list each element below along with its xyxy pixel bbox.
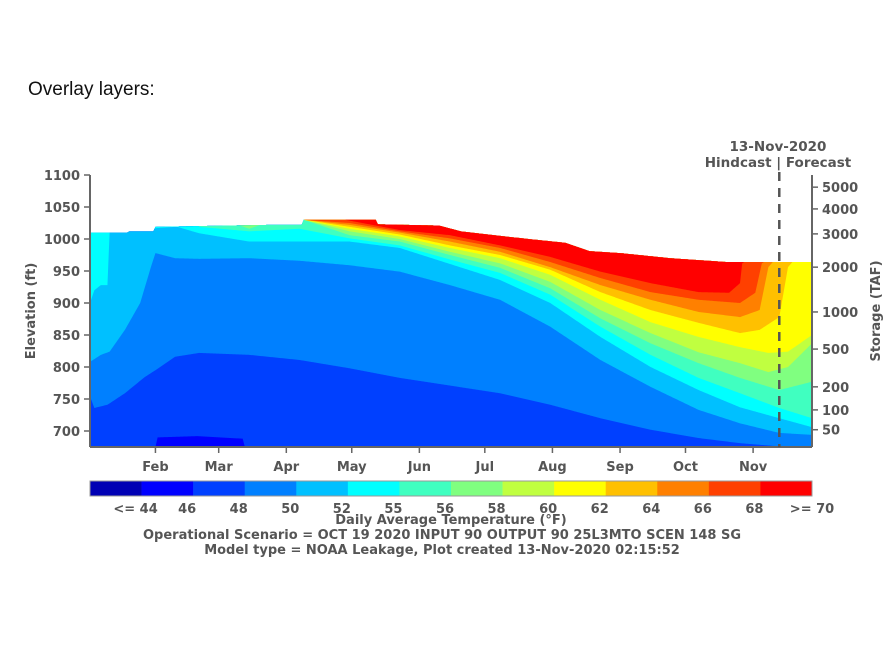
colorbar-label: 46: [178, 502, 196, 517]
colorbar-swatch: [760, 481, 813, 496]
colorbar-label: 66: [694, 502, 712, 517]
y-tick-label: 1000: [44, 233, 80, 248]
colorbar-swatch: [399, 481, 452, 496]
hindcast-forecast-label: Hindcast | Forecast: [705, 155, 852, 171]
colorbar-swatch: [193, 481, 246, 496]
colorbar-swatch: [141, 481, 194, 496]
x-tick-label: Oct: [673, 460, 698, 475]
storage-tick-label: 5000: [822, 181, 858, 196]
colorbar-label: 56: [436, 502, 454, 517]
colorbar-label: 58: [488, 502, 506, 517]
axes: 700 750 800 850 900 950 1000 1050 1100 5000 4000 30…: [44, 169, 858, 475]
colorbar-title: Daily Average Temperature (°F): [335, 513, 567, 528]
storage-tick-label: 3000: [822, 228, 858, 243]
y-tick-label: 900: [53, 297, 80, 312]
colorbar-swatch: [347, 481, 400, 496]
colorbar-swatch: [451, 481, 503, 496]
colorbar-swatch: [708, 481, 761, 496]
colorbar-swatch: [657, 481, 710, 496]
x-tick-label: Nov: [739, 460, 768, 475]
colorbar-label: 62: [591, 502, 609, 517]
x-tick-label: May: [337, 460, 367, 475]
x-tick-label: Jul: [475, 460, 495, 475]
colorbar: <= 44 46 48 50 52 55 56 58 60 62 64 66 68 >= 70: [89, 480, 834, 517]
storage-tick-label: 50: [822, 424, 840, 439]
colorbar-swatch: [502, 481, 555, 496]
colorbar-label: 60: [539, 502, 557, 517]
storage-tick-label: 200: [822, 381, 849, 396]
storage-tick-label: 1000: [822, 306, 858, 321]
colorbar-label: 50: [281, 502, 299, 517]
colorbar-label: 52: [333, 502, 351, 517]
colorbar-label: 55: [384, 502, 402, 517]
footer-scenario: Operational Scenario = OCT 19 2020 INPUT…: [143, 528, 741, 543]
y-tick-label: 750: [53, 393, 80, 408]
y-tick-label: 850: [53, 329, 80, 344]
contour-band-58: [303, 219, 812, 373]
x-tick-label: Feb: [142, 460, 168, 475]
contour-band-60: [303, 219, 812, 353]
overlay-layers-heading: Overlay layers:: [28, 79, 155, 100]
y-tick-label: 950: [53, 265, 80, 280]
x-tick-label: Aug: [538, 460, 567, 475]
colorbar-border: [89, 480, 813, 497]
contour-band-68: [345, 219, 745, 293]
colorbar-label: 68: [745, 502, 763, 517]
colorbar-label: >= 70: [790, 502, 834, 517]
colorbar-swatch: [554, 481, 607, 496]
colorbar-label: <= 44: [113, 502, 157, 517]
marker-date-label: 13-Nov-2020: [730, 139, 827, 155]
y-tick-label: 1100: [44, 169, 80, 184]
colorbar-swatch: [244, 481, 297, 496]
y-axis-label: Elevation (ft): [24, 263, 39, 360]
y-tick-label: 1050: [44, 201, 80, 216]
storage-tick-label: 4000: [822, 203, 858, 218]
x-tick-label: Sep: [606, 460, 634, 475]
colorbar-swatch: [296, 481, 349, 496]
x-tick-label: Jun: [407, 460, 431, 475]
storage-tick-label: 100: [822, 404, 849, 419]
colorbar-swatch: [605, 481, 658, 496]
footer-model: Model type = NOAA Leakage, Plot created …: [204, 543, 680, 558]
colorbar-label: 64: [642, 502, 660, 517]
contour-layers: [90, 219, 812, 447]
x-tick-label: Mar: [205, 460, 234, 475]
x-tick-label: Apr: [273, 460, 299, 475]
y-tick-label: 800: [53, 361, 80, 376]
colorbar-swatch: [90, 481, 142, 496]
storage-tick-label: 500: [822, 343, 849, 358]
storage-axis-label: Storage (TAF): [869, 260, 884, 361]
storage-tick-label: 2000: [822, 261, 858, 276]
colorbar-label: 48: [230, 502, 248, 517]
y-tick-label: 700: [53, 425, 80, 440]
